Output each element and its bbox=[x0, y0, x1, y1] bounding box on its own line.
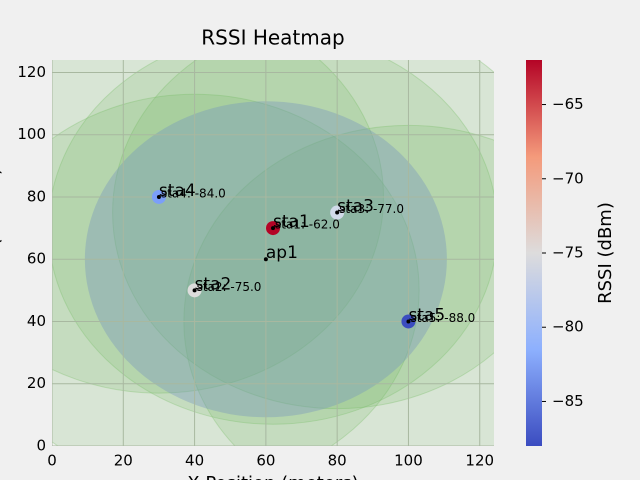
x-tick-label: 80 bbox=[328, 452, 347, 470]
y-tick-label: 120 bbox=[17, 63, 46, 81]
station-dot bbox=[192, 288, 197, 293]
x-tick-label: 0 bbox=[47, 452, 57, 470]
chart-title: RSSI Heatmap bbox=[201, 26, 344, 50]
colorbar-tick-label: −75 bbox=[552, 244, 584, 262]
ap-point bbox=[263, 257, 268, 262]
rssi-label: sta4: -84.0 bbox=[161, 186, 226, 200]
x-tick-label: 120 bbox=[465, 452, 494, 470]
x-tick-label: 20 bbox=[114, 452, 133, 470]
station-label: sta1 bbox=[273, 212, 310, 232]
colorbar-tick-label: −80 bbox=[552, 318, 584, 336]
colorbar-tick-label: −65 bbox=[552, 95, 584, 113]
y-tick-label: 20 bbox=[27, 374, 46, 392]
colorbar-tick-label: −70 bbox=[552, 169, 584, 187]
y-tick-label: 40 bbox=[27, 312, 46, 330]
y-tick-label: 100 bbox=[17, 125, 46, 143]
colorbar-tick-label: −85 bbox=[552, 392, 584, 410]
y-tick-label: 80 bbox=[27, 187, 46, 205]
station-label: sta2 bbox=[195, 274, 232, 294]
colorbar-label: RSSI (dBm) bbox=[595, 202, 616, 304]
x-axis-label: X Position (meters) bbox=[187, 473, 358, 480]
rssi-label: sta2: -75.0 bbox=[197, 280, 262, 294]
rssi-label: sta1: -62.0 bbox=[275, 218, 340, 232]
plot-background bbox=[52, 60, 494, 446]
y-tick-label: 60 bbox=[27, 250, 46, 268]
station-dot bbox=[335, 210, 340, 215]
rssi-label: sta3: -77.0 bbox=[339, 202, 404, 216]
x-tick-label: 40 bbox=[185, 452, 204, 470]
station-label: sta4 bbox=[159, 181, 196, 201]
station-label: sta3 bbox=[337, 197, 374, 217]
station-dot bbox=[271, 226, 275, 231]
y-tick-label: 0 bbox=[36, 437, 46, 455]
y-axis-label: Y Position (meters) bbox=[0, 168, 4, 339]
x-tick-label: 100 bbox=[394, 452, 423, 470]
colorbar bbox=[526, 60, 542, 446]
x-tick-label: 60 bbox=[256, 452, 275, 470]
station-dot bbox=[406, 319, 411, 324]
rssi-label: sta5: -88.0 bbox=[410, 311, 475, 325]
station-label: sta5 bbox=[408, 305, 445, 325]
range-circle bbox=[52, 60, 494, 425]
station-dot bbox=[156, 194, 161, 199]
ap-label: ap1 bbox=[266, 243, 298, 263]
